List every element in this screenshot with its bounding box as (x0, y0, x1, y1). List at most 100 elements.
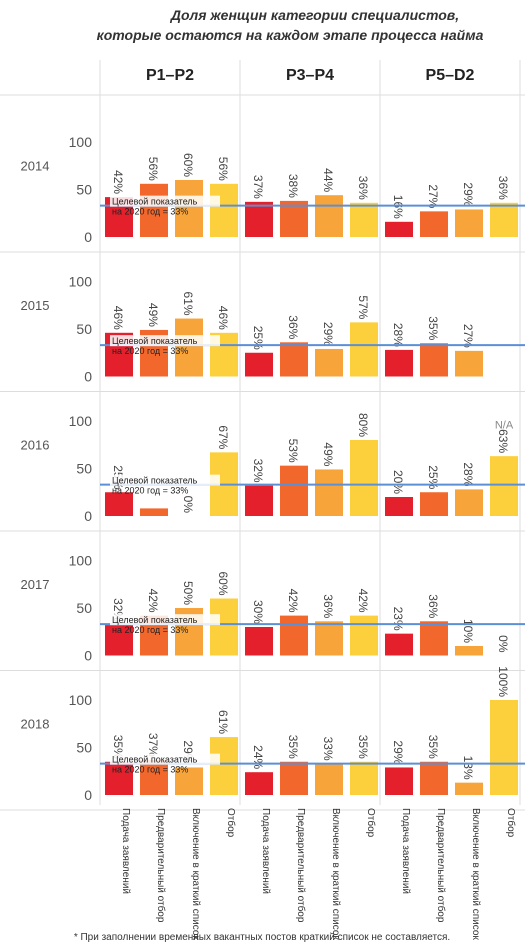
bar (385, 221, 413, 237)
value-label: 32% (251, 459, 265, 483)
bar (315, 469, 343, 516)
target-label-box (110, 614, 220, 626)
y-tick-label: 0 (84, 508, 92, 524)
bar (455, 782, 483, 795)
target-label-box (110, 335, 220, 347)
x-tick-label: Подача заявлений (120, 808, 131, 894)
bar (280, 465, 308, 516)
bar (280, 761, 308, 795)
bar (105, 492, 133, 516)
bar (420, 761, 448, 795)
x-tick-label: Отбор (505, 808, 517, 838)
value-label: 56% (146, 157, 160, 181)
value-label: 53% (286, 439, 300, 463)
year-label: 2017 (21, 577, 50, 592)
y-tick-label: 0 (84, 787, 92, 803)
y-tick-label: 100 (69, 274, 93, 290)
value-label: 61% (216, 710, 230, 734)
y-tick-label: 50 (76, 321, 92, 337)
bar (245, 772, 273, 795)
value-label: 35% (356, 735, 370, 759)
bar (420, 343, 448, 377)
target-label: на 2020 год = 33% (112, 625, 188, 635)
target-label-box (110, 474, 220, 486)
target-label: Целевой показатель (112, 197, 198, 207)
value-label: 29% (321, 322, 335, 346)
value-label: 35% (426, 735, 440, 759)
annotation: N/A (495, 420, 514, 432)
target-label: Целевой показатель (112, 615, 198, 625)
bar (245, 352, 273, 377)
bar (245, 485, 273, 516)
bar (140, 759, 168, 795)
value-label: 36% (356, 176, 370, 200)
bar (315, 195, 343, 237)
footnote: * При заполнении временных вакантных пос… (74, 932, 450, 943)
x-tick-label: Предварительный отбор (295, 808, 307, 923)
bar (140, 508, 168, 516)
chart-title: Доля женщин категории специалистов, (170, 7, 459, 23)
bar (210, 737, 238, 795)
year-label: 2015 (21, 298, 50, 313)
bar (455, 489, 483, 516)
bar (350, 615, 378, 656)
value-label: 42% (286, 589, 300, 613)
bar (245, 201, 273, 237)
value-label: 27% (461, 324, 475, 348)
x-tick-label: Предварительный отбор (155, 808, 167, 923)
bar (490, 456, 518, 516)
value-label: 29% (391, 740, 405, 764)
y-tick-label: 0 (84, 369, 92, 385)
value-label: 23% (391, 607, 405, 631)
value-label: 46% (111, 306, 125, 330)
value-label: 10% (461, 619, 475, 643)
bar (105, 761, 133, 795)
bar (490, 202, 518, 237)
value-label: 30% (251, 600, 265, 624)
value-label: 28% (461, 462, 475, 486)
bar (490, 700, 518, 795)
value-label: 60% (181, 153, 195, 177)
bar (245, 627, 273, 656)
value-label: 20% (391, 470, 405, 494)
value-label: 80% (356, 413, 370, 437)
target-label: на 2020 год = 33% (112, 765, 188, 775)
value-label: 37% (251, 175, 265, 199)
value-label: 13% (461, 756, 475, 780)
target-label: Целевой показатель (112, 336, 198, 346)
y-tick-label: 100 (69, 553, 93, 569)
x-tick-label: Предварительный отбор (435, 808, 447, 923)
value-label: 42% (111, 170, 125, 194)
bar (105, 625, 133, 656)
bar (350, 761, 378, 795)
year-label: 2018 (21, 717, 50, 732)
bar (210, 183, 238, 237)
y-tick-label: 0 (84, 229, 92, 245)
x-tick-label: Подача заявлений (260, 808, 271, 894)
x-tick-label: Подача заявлений (400, 808, 411, 894)
y-tick-label: 100 (69, 413, 93, 429)
bar (420, 211, 448, 237)
bar (140, 183, 168, 237)
y-tick-label: 50 (76, 600, 92, 616)
bar (385, 633, 413, 656)
bar (210, 598, 238, 656)
value-label: 35% (286, 735, 300, 759)
value-label: 49% (321, 442, 335, 466)
value-label: 36% (286, 315, 300, 339)
value-label: 56% (216, 157, 230, 181)
y-tick-label: 50 (76, 461, 92, 477)
chart-title: которые остаются на каждом этапе процесс… (97, 27, 484, 43)
value-label: 35% (426, 316, 440, 340)
bar (385, 767, 413, 795)
target-label: на 2020 год = 33% (112, 346, 188, 356)
value-label: 0% (181, 496, 195, 514)
year-label: 2014 (21, 159, 50, 174)
value-label: 60% (216, 571, 230, 595)
target-label: на 2020 год = 33% (112, 486, 188, 496)
y-tick-label: 50 (76, 740, 92, 756)
y-tick-label: 100 (69, 134, 93, 150)
bar (385, 497, 413, 516)
value-label: 61% (181, 292, 195, 316)
